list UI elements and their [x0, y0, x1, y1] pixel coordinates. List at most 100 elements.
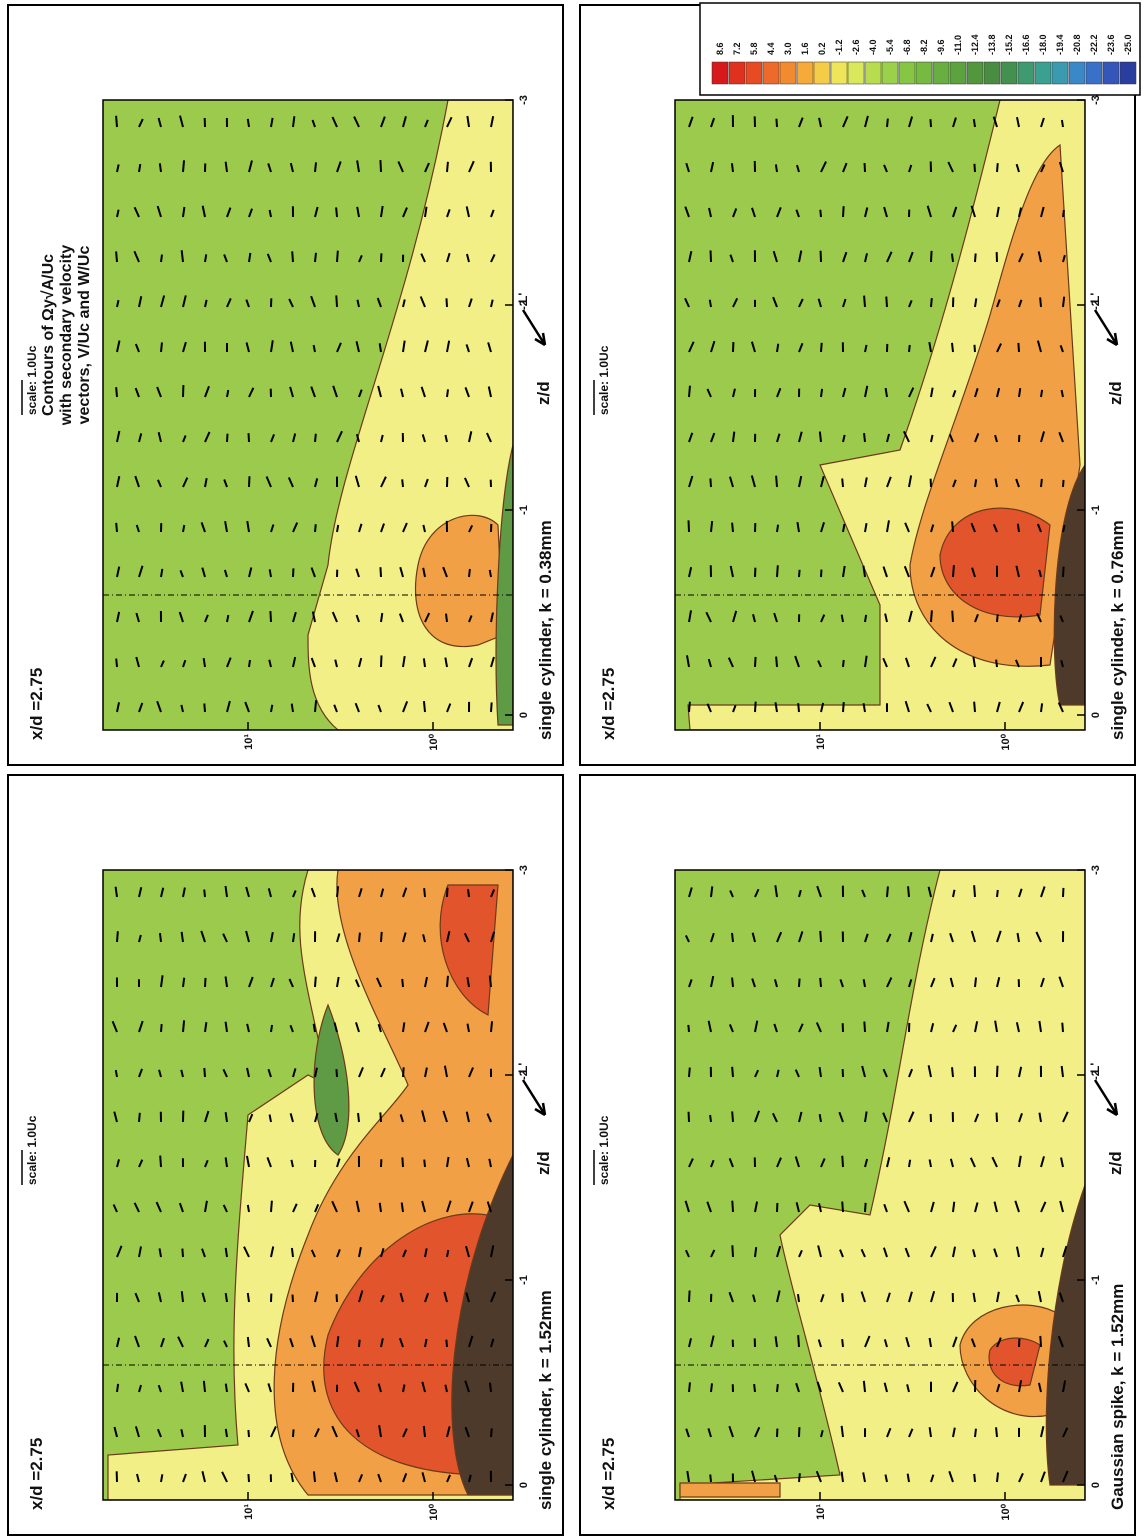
velocity-vector	[178, 611, 184, 623]
legend-label: -22.2	[1089, 34, 1099, 55]
velocity-vector	[994, 1020, 998, 1033]
velocity-vector	[776, 565, 779, 578]
velocity-vector	[138, 296, 143, 308]
velocity-vector	[292, 890, 297, 898]
velocity-vector	[972, 656, 976, 668]
velocity-vector	[908, 475, 913, 488]
velocity-vector	[248, 1113, 254, 1123]
velocity-vector	[245, 886, 250, 898]
velocity-vector	[292, 933, 296, 943]
velocity-vector	[224, 1112, 228, 1123]
velocity-vector	[706, 1201, 712, 1213]
annotation-line: vectors, V/Uc and W/Uc	[76, 246, 93, 425]
velocity-vector	[378, 1425, 382, 1438]
legend-swatch	[762, 61, 780, 85]
velocity-vector	[928, 1427, 932, 1438]
velocity-vector	[246, 1292, 250, 1303]
velocity-vector	[177, 1336, 184, 1348]
velocity-vector	[728, 1291, 734, 1303]
velocity-vector	[706, 388, 712, 398]
velocity-vector	[688, 1338, 692, 1348]
velocity-vector	[180, 1381, 184, 1393]
velocity-vector	[688, 250, 693, 263]
legend-swatch	[711, 61, 729, 85]
velocity-vector	[908, 251, 914, 263]
velocity-vector	[490, 115, 495, 128]
velocity-vector	[1018, 1472, 1024, 1483]
velocity-vector	[204, 1110, 210, 1123]
velocity-vector	[204, 1200, 208, 1213]
velocity-vector	[795, 1202, 800, 1213]
velocity-vector	[180, 1291, 184, 1303]
velocity-vector	[376, 977, 382, 988]
velocity-vector	[1037, 1382, 1042, 1393]
velocity-vector	[798, 931, 804, 943]
x-tick-label: -3	[1090, 95, 1102, 105]
velocity-vector	[774, 885, 778, 898]
velocity-vector	[1040, 703, 1044, 713]
velocity-vector	[116, 430, 121, 443]
velocity-vector	[776, 524, 780, 533]
velocity-vector	[928, 1159, 932, 1168]
velocity-vector	[906, 1384, 910, 1393]
axis-symbol: L'	[516, 293, 530, 303]
velocity-vector	[994, 478, 998, 488]
x-tick-label: -2	[1090, 1070, 1102, 1080]
velocity-vector	[1015, 1246, 1020, 1258]
velocity-vector	[401, 479, 404, 488]
velocity-vector	[399, 566, 404, 578]
velocity-vector	[729, 254, 734, 263]
velocity-vector	[116, 1159, 120, 1168]
velocity-vector	[444, 657, 448, 668]
velocity-vector	[948, 1470, 954, 1483]
station-label: x/d =2.75	[599, 668, 618, 740]
velocity-vector	[973, 1473, 976, 1483]
velocity-vector	[902, 430, 910, 443]
velocity-vector	[202, 1380, 206, 1393]
velocity-vector	[380, 931, 383, 943]
velocity-vector	[974, 613, 979, 623]
velocity-vector	[863, 433, 866, 443]
y-tick-label: 10⁰	[1000, 733, 1012, 750]
velocity-vector	[842, 434, 846, 443]
velocity-vector	[224, 520, 228, 533]
velocity-vector	[490, 931, 496, 943]
velocity-vector	[952, 390, 957, 398]
velocity-vector	[270, 704, 274, 713]
velocity-vector	[728, 476, 734, 488]
velocity-vector	[1016, 116, 1020, 128]
velocity-vector	[290, 1247, 294, 1258]
velocity-vector	[182, 341, 187, 353]
velocity-vector	[224, 976, 228, 988]
velocity-vector	[1062, 1427, 1069, 1438]
legend-swatch	[1000, 61, 1018, 85]
velocity-vector	[685, 1249, 690, 1258]
velocity-vector	[138, 887, 143, 898]
velocity-vector	[1057, 702, 1064, 713]
velocity-vector	[886, 251, 893, 263]
velocity-vector	[160, 975, 164, 988]
velocity-vector	[134, 475, 140, 488]
velocity-vector	[380, 1294, 385, 1303]
velocity-vector	[818, 117, 822, 128]
velocity-vector	[816, 885, 822, 898]
velocity-vector	[798, 889, 802, 898]
velocity-vector	[310, 567, 316, 578]
velocity-vector	[1014, 659, 1020, 668]
velocity-vector	[248, 208, 253, 218]
velocity-vector	[973, 701, 976, 713]
velocity-vector	[930, 610, 933, 623]
velocity-vector	[754, 701, 757, 713]
velocity-vector	[949, 977, 954, 988]
x-tick-label: -1	[518, 1275, 530, 1285]
velocity-vector	[310, 657, 316, 668]
velocity-vector	[358, 255, 363, 263]
scale-label: scale: 1.0Uc	[597, 345, 611, 415]
velocity-vector	[157, 479, 162, 488]
velocity-vector	[224, 885, 228, 898]
velocity-vector	[223, 1340, 228, 1348]
velocity-vector	[402, 700, 409, 713]
velocity-vector	[266, 1337, 272, 1348]
velocity-vector	[292, 656, 297, 668]
velocity-vector	[1040, 1426, 1045, 1438]
